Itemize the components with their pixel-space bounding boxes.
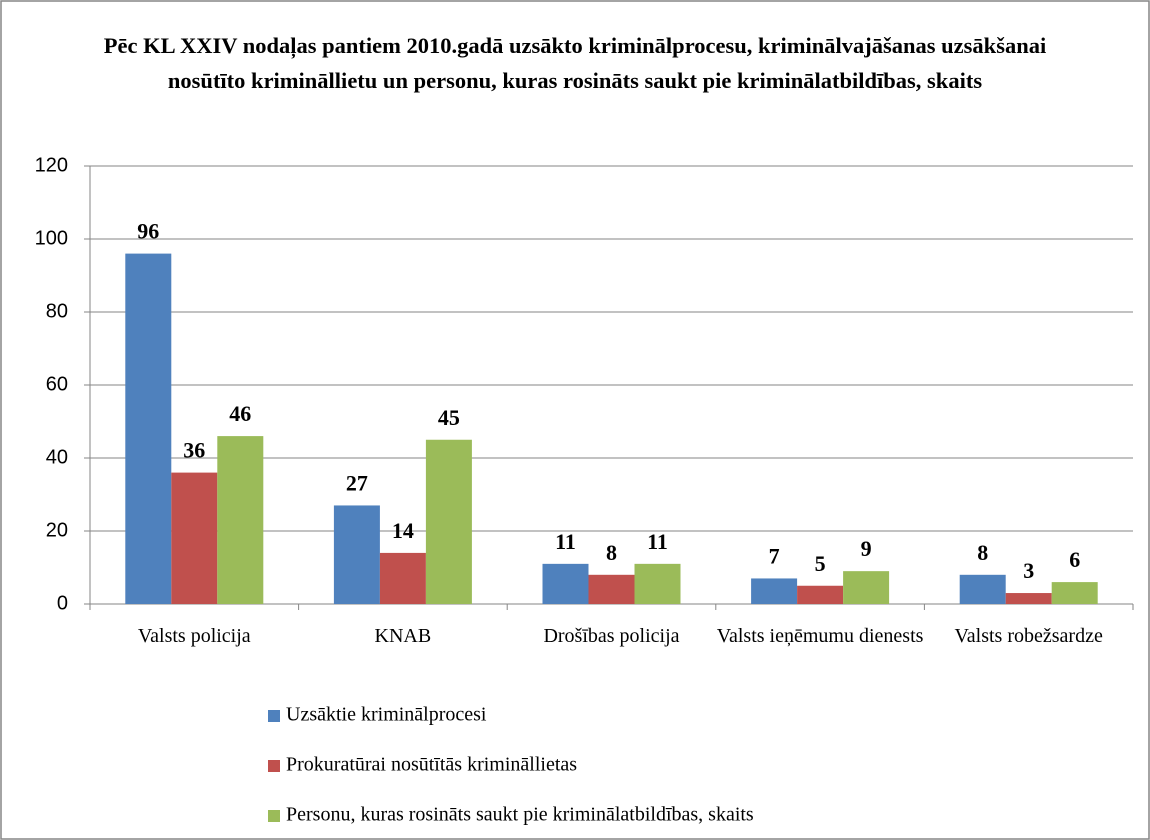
data-label: 6 [1069,547,1080,572]
y-tick-label: 80 [46,300,68,322]
title-box: Pēc KL XXIV nodaļas pantiem 2010.gadā uz… [103,33,1047,93]
data-label: 3 [1023,558,1034,583]
bar [1005,593,1052,604]
x-label-box: KNAB [374,625,432,647]
bar [217,436,264,604]
bar [843,571,890,604]
y-tick-label: 20 [46,519,68,541]
bar [751,578,798,604]
legend-label: Uzsāktie kriminālprocesi [286,704,487,726]
y-tick-label: 120 [35,154,68,176]
x-label-box: Valsts robežsardze [954,625,1103,647]
bar [171,472,218,604]
data-label: 11 [647,529,668,554]
data-label: 8 [606,540,617,565]
y-tick-label: 0 [57,592,68,614]
bar [1051,582,1098,604]
data-label: 5 [815,551,826,576]
bar [959,574,1006,604]
x-tick-label: Valsts ieņēmumu dienests [716,625,924,647]
data-label: 7 [769,543,780,568]
data-label: 11 [555,529,576,554]
chart-title: Pēc KL XXIV nodaļas pantiem 2010.gadā uz… [103,33,1047,93]
data-label: 27 [346,470,368,495]
legend-label: Personu, kuras rosināts saukt pie krimin… [286,804,754,826]
y-tick-label: 60 [46,373,68,395]
bar [379,552,426,604]
data-label: 45 [438,405,460,430]
legend-swatch [268,810,280,822]
x-tick-label: KNAB [374,625,432,647]
bar [333,505,380,604]
x-tick-label: Valsts policija [137,625,251,647]
x-label-box: Valsts policija [137,625,251,647]
legend-swatch [268,760,280,772]
y-tick-label: 40 [46,446,68,468]
data-label: 8 [977,540,988,565]
bar [588,574,635,604]
data-label: 96 [137,219,159,244]
legend-swatch [268,710,280,722]
data-label: 36 [183,438,205,463]
bar [797,585,844,604]
bar [542,563,589,604]
x-tick-label: Valsts robežsardze [954,625,1103,647]
x-label-box: Drošības policija [543,625,680,647]
x-tick-label: Drošības policija [543,625,680,647]
data-label: 9 [861,536,872,561]
bar [634,563,681,604]
data-label: 46 [229,401,251,426]
y-tick-label: 100 [35,227,68,249]
legend-label: Prokuratūrai nosūtītās krimināllietas [286,754,577,776]
x-label-box: Valsts ieņēmumu dienests [716,625,924,647]
data-label: 14 [392,518,414,543]
bar [425,439,472,604]
bar [125,253,172,604]
